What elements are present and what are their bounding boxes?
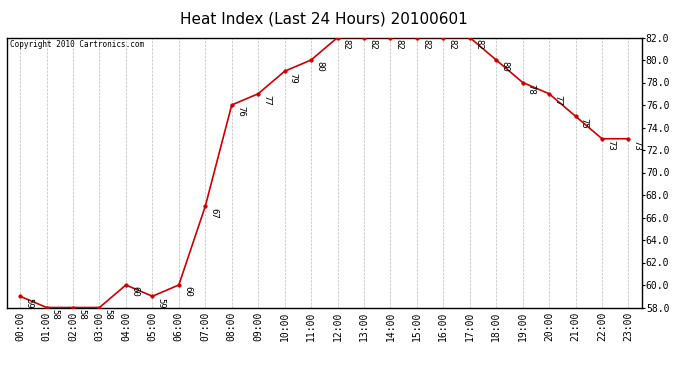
Text: 82: 82 [368,39,377,50]
Text: 79: 79 [289,73,298,83]
Text: 80: 80 [500,62,509,72]
Text: 59: 59 [157,298,166,308]
Text: 67: 67 [210,208,219,218]
Text: 82: 82 [448,39,457,50]
Text: 77: 77 [262,95,271,106]
Text: 78: 78 [527,84,536,94]
Text: 76: 76 [236,106,245,117]
Text: 73: 73 [633,140,642,151]
Text: 82: 82 [342,39,351,50]
Text: 75: 75 [580,118,589,128]
Text: 82: 82 [421,39,430,50]
Text: 60: 60 [183,286,192,297]
Text: Copyright 2010 Cartronics.com: Copyright 2010 Cartronics.com [10,40,144,49]
Text: 82: 82 [395,39,404,50]
Text: 77: 77 [553,95,562,106]
Text: 82: 82 [474,39,483,50]
Text: 59: 59 [24,298,33,308]
Text: 58: 58 [77,309,86,320]
Text: Heat Index (Last 24 Hours) 20100601: Heat Index (Last 24 Hours) 20100601 [180,11,469,26]
Text: 80: 80 [315,62,324,72]
Text: 58: 58 [51,309,60,320]
Text: 58: 58 [104,309,112,320]
Text: 60: 60 [130,286,139,297]
Text: 73: 73 [607,140,615,151]
